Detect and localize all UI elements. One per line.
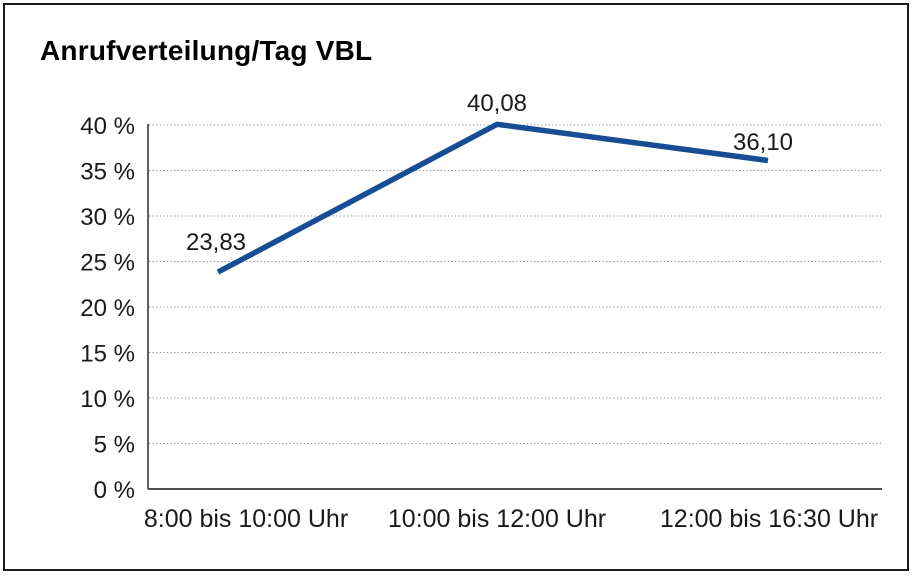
y-tick-label: 20 % xyxy=(80,295,135,322)
y-tick-label: 35 % xyxy=(80,159,135,186)
y-tick-label: 10 % xyxy=(80,386,135,413)
data-line-series xyxy=(216,121,769,275)
point-value-label: 36,10 xyxy=(733,129,793,156)
y-tick-label: 15 % xyxy=(80,341,135,368)
y-tick-label: 5 % xyxy=(94,432,135,459)
y-tick-label: 30 % xyxy=(80,204,135,231)
x-category-label: 10:00 bis 12:00 Uhr xyxy=(388,505,606,533)
x-category-label: 8:00 bis 10:00 Uhr xyxy=(144,505,348,533)
point-value-label: 40,08 xyxy=(467,90,527,117)
y-tick-label: 40 % xyxy=(80,113,135,140)
chart-panel: Anrufverteilung/Tag VBL xyxy=(3,3,909,571)
x-category-label: 12:00 bis 16:30 Uhr xyxy=(660,505,878,533)
point-value-label: 23,83 xyxy=(186,229,246,256)
chart-title: Anrufverteilung/Tag VBL xyxy=(40,35,373,66)
y-tick-label: 25 % xyxy=(80,250,135,277)
y-tick-label: 0 % xyxy=(94,477,135,504)
